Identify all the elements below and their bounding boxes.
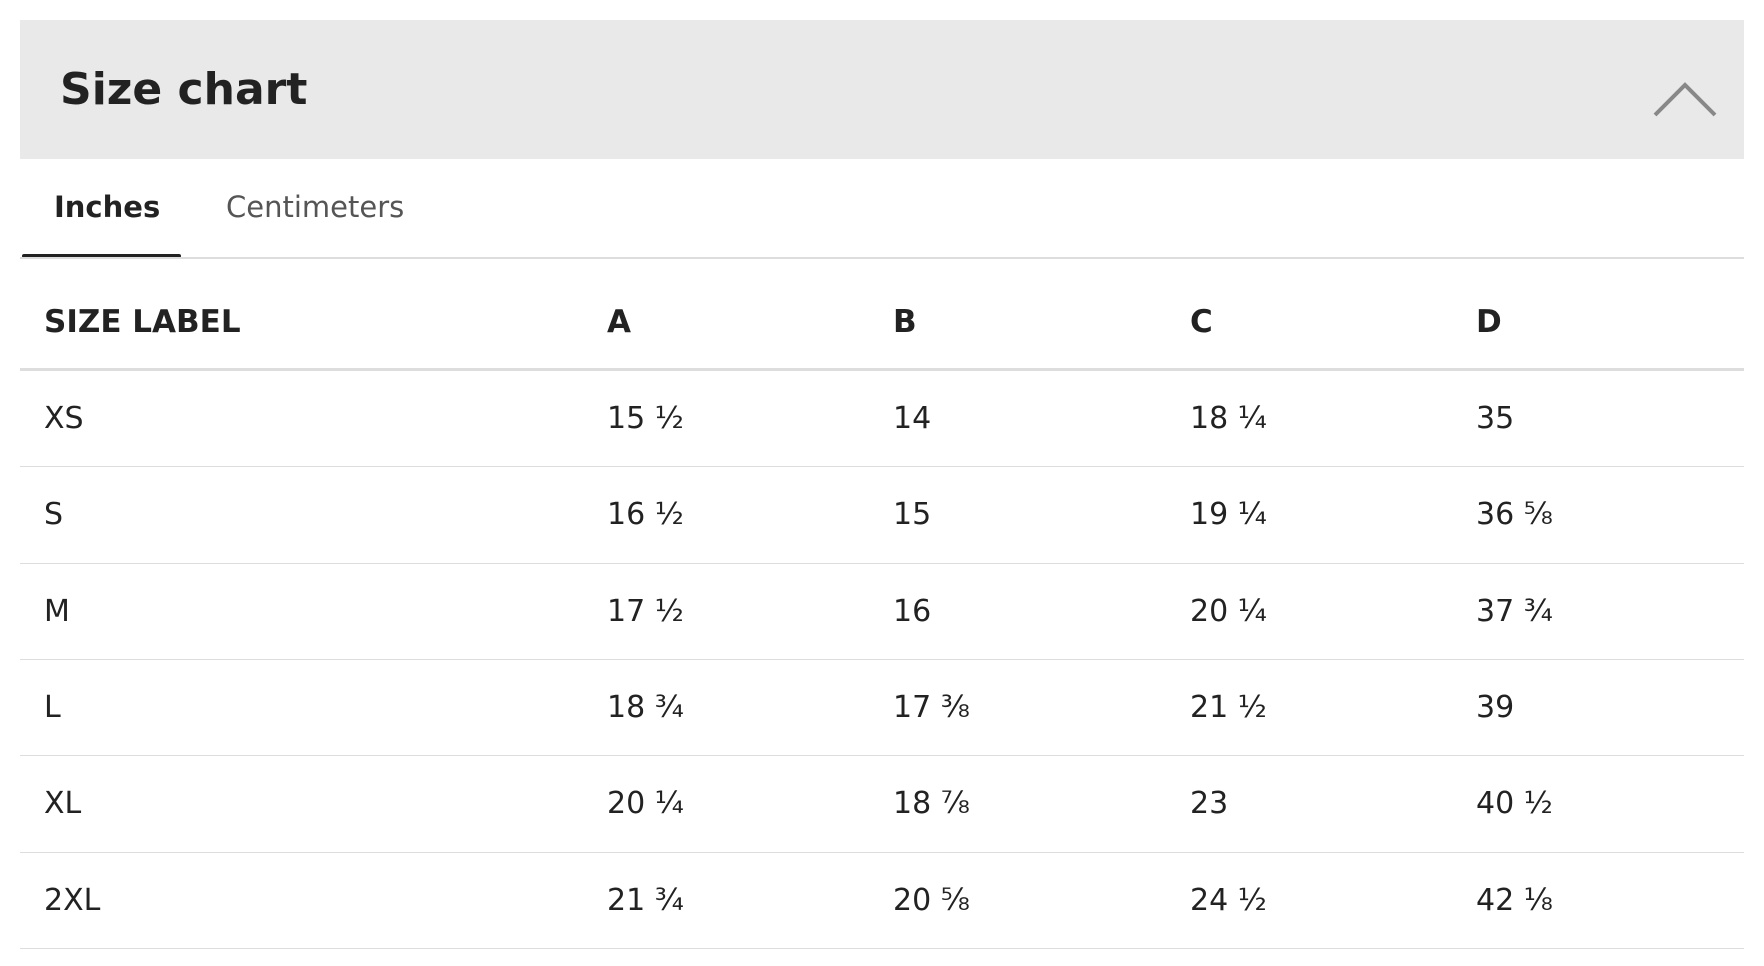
active-tab-indicator [22, 254, 181, 258]
measurement: 18 ⅞ [893, 786, 970, 822]
measurement: 21 ½ [1190, 690, 1267, 726]
size-label: XS [44, 401, 84, 437]
measurement: 17 ⅜ [893, 690, 970, 726]
row-divider [20, 851, 1744, 853]
measurement: 17 ½ [607, 593, 684, 629]
size-label: XL [44, 786, 82, 822]
measurement: 20 ¼ [1190, 593, 1267, 629]
measurement: 40 ½ [1476, 786, 1553, 822]
measurement: 39 [1476, 690, 1515, 726]
column-header: A [607, 304, 631, 340]
column-header: D [1476, 304, 1502, 340]
measurement: 36 ⅝ [1476, 497, 1553, 533]
size-label: S [44, 497, 64, 533]
measurement: 15 [893, 497, 932, 533]
measurement: 18 ¾ [607, 690, 684, 726]
row-divider [20, 755, 1744, 757]
row-divider [20, 562, 1744, 564]
measurement: 14 [893, 401, 932, 437]
tab[interactable]: Centimeters [226, 190, 405, 224]
measurement: 16 [893, 593, 932, 629]
measurement: 15 ½ [607, 401, 684, 437]
size-label: L [44, 690, 61, 726]
column-header: B [893, 304, 917, 340]
row-divider [20, 947, 1744, 949]
accordion-header[interactable]: Size chart [20, 20, 1744, 159]
measurement: 18 ¼ [1190, 401, 1267, 437]
measurement: 37 ¾ [1476, 593, 1553, 629]
title: Size chart [60, 64, 308, 115]
row-divider [20, 466, 1744, 468]
measurement: 35 [1476, 401, 1515, 437]
size-label: 2XL [44, 882, 101, 918]
column-header: C [1190, 304, 1213, 340]
divider [20, 257, 1744, 259]
header-divider [20, 368, 1744, 371]
measurement: 42 ⅛ [1476, 882, 1553, 918]
row-divider [20, 658, 1744, 660]
measurement: 21 ¾ [607, 882, 684, 918]
measurement: 24 ½ [1190, 882, 1267, 918]
column-header: SIZE LABEL [44, 304, 241, 340]
measurement: 19 ¼ [1190, 497, 1267, 533]
collapse-chevron[interactable] [1645, 70, 1725, 130]
measurement: 20 ¼ [607, 786, 684, 822]
size-label: M [44, 593, 70, 629]
measurement: 20 ⅝ [893, 882, 970, 918]
tab[interactable]: Inches [54, 190, 161, 224]
measurement: 23 [1190, 786, 1229, 822]
measurement: 16 ½ [607, 497, 684, 533]
